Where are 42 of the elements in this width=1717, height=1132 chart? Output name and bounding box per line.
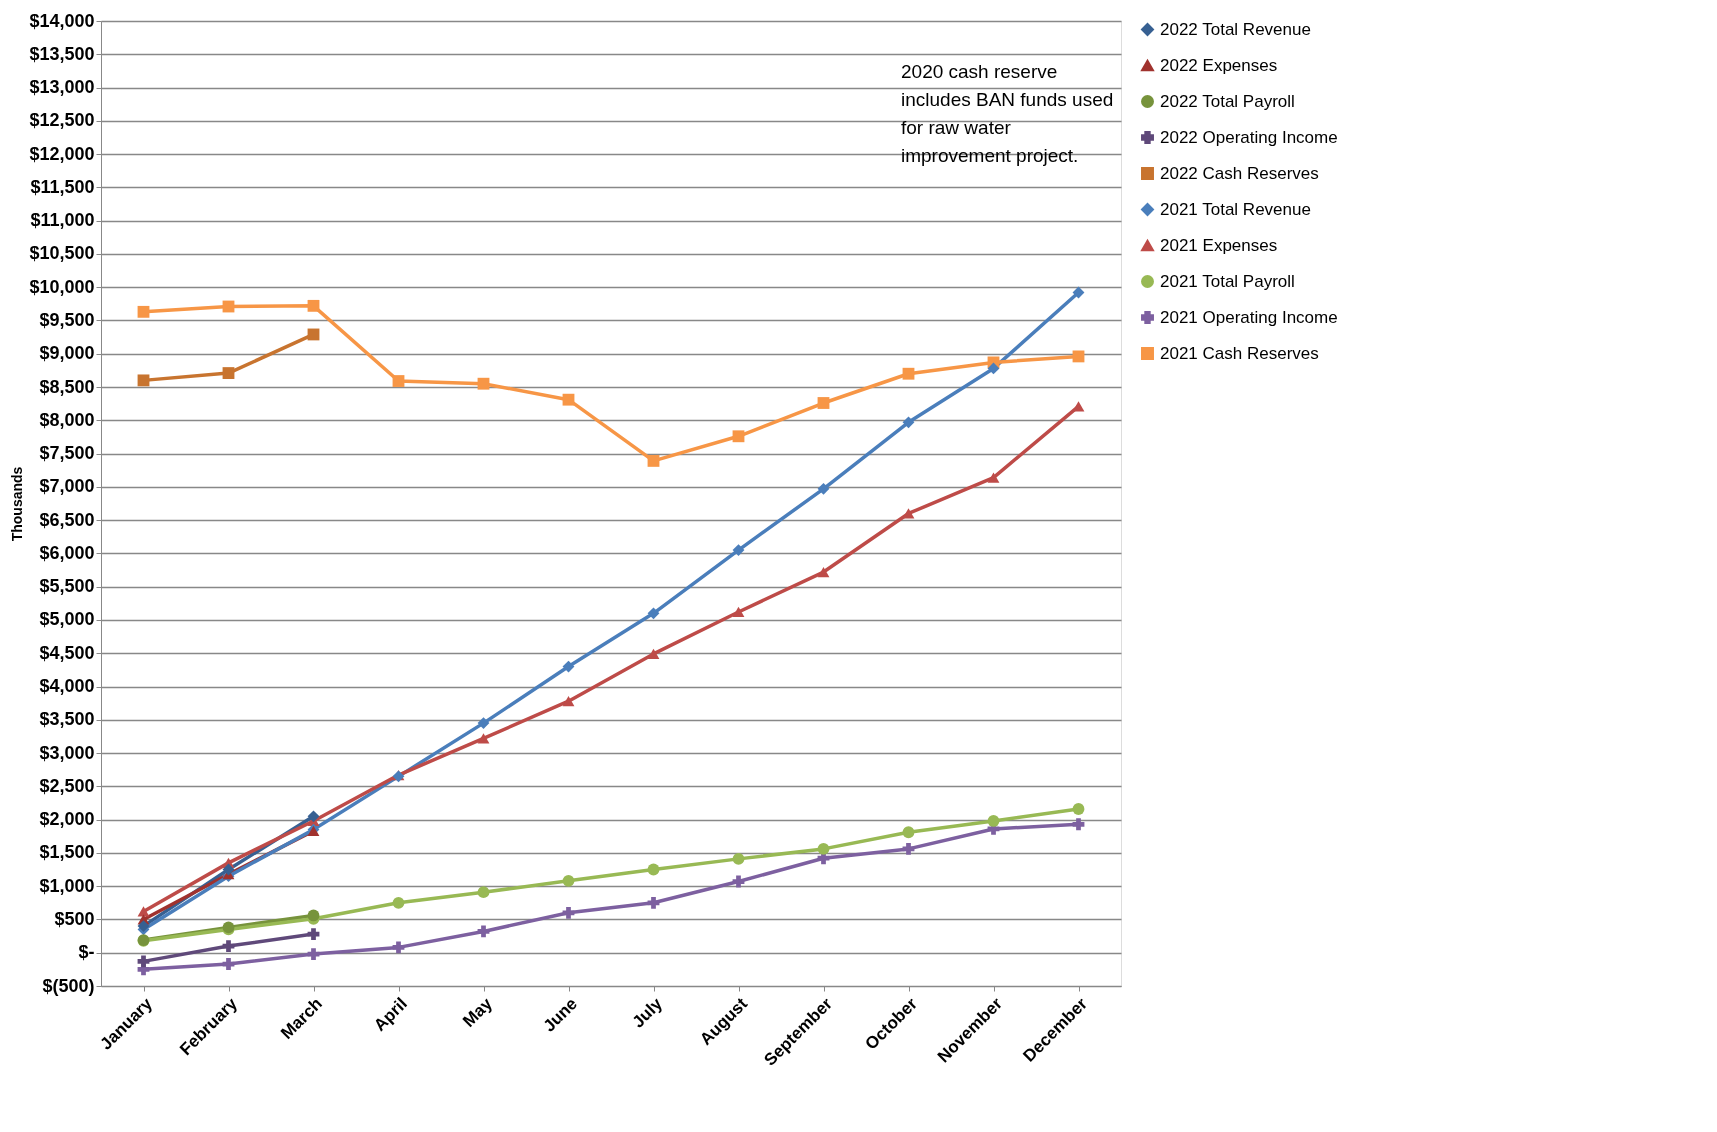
y-tick-label: $3,000 (39, 742, 95, 763)
y-tick-label: $6,500 (39, 509, 95, 530)
y-tick-label: $12,500 (29, 110, 95, 131)
y-tick-label: $12,000 (29, 143, 95, 164)
y-tick-label: $6,000 (39, 542, 95, 563)
y-tick-label: $3,500 (39, 709, 95, 730)
y-tick-label: $1,500 (39, 842, 95, 863)
y-tick-label: $11,500 (30, 176, 95, 197)
annotation: 2020 cash reserve includes BAN funds used for raw water improvement project. (901, 61, 1114, 166)
y-tick-label: $9,500 (39, 309, 95, 330)
y-tick-label: $4,500 (39, 642, 95, 663)
legend-label: 2022 Expenses (1160, 55, 1278, 75)
legend-label: 2022 Operating Income (1160, 127, 1338, 147)
y-tick-label: $9,000 (39, 343, 95, 364)
legend-label: 2022 Total Revenue (1160, 19, 1311, 39)
y-tick-label: $13,000 (29, 77, 95, 98)
legend-label: 2021 Total Payroll (1160, 271, 1295, 291)
y-tick-label: $8,000 (39, 409, 95, 430)
y-tick-label: $11,000 (30, 210, 95, 231)
y-tick-label: $5,000 (39, 609, 95, 630)
y-tick-label: $4,000 (39, 676, 95, 697)
legend-label: 2021 Total Revenue (1160, 199, 1311, 219)
legend-label: 2021 Operating Income (1160, 307, 1338, 327)
y-tick-label: $7,500 (39, 443, 95, 464)
y-tick-label: $7,000 (39, 476, 95, 497)
y-tick-label: $13,500 (29, 43, 95, 64)
y-tick-label: $10,500 (29, 243, 95, 264)
legend-label: 2021 Expenses (1160, 235, 1278, 255)
y-tick-label: $5,500 (39, 576, 95, 597)
y-axis-title: Thousands (9, 466, 26, 542)
legend-label: 2022 Total Payroll (1160, 91, 1295, 111)
y-tick-label: $14,000 (29, 10, 95, 31)
y-tick-label: $2,000 (39, 809, 95, 830)
y-tick-label: $8,500 (39, 376, 95, 397)
y-tick-label: $2,500 (39, 775, 95, 796)
y-tick-label: $1,000 (39, 875, 95, 896)
y-tick-label: $- (78, 942, 95, 963)
legend-label: 2021 Cash Reserves (1160, 343, 1319, 363)
legend-label: 2022 Cash Reserves (1160, 163, 1319, 183)
y-tick-label: $500 (54, 908, 95, 929)
y-tick-label: $10,000 (29, 276, 95, 297)
y-tick-label: $(500) (42, 975, 95, 996)
